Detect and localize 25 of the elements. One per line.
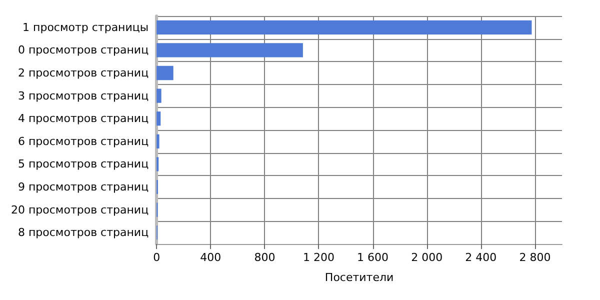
y-tick-label: 8 просмотров страниц xyxy=(18,226,149,240)
x-tick-label: 1 600 xyxy=(357,251,389,264)
x-tick-label: 800 xyxy=(254,251,276,264)
bar xyxy=(156,43,303,58)
bar xyxy=(156,134,160,148)
y-tick-label: 2 просмотров страниц xyxy=(18,66,149,80)
x-tick-label: 2 000 xyxy=(411,251,443,264)
bar xyxy=(156,88,162,103)
x-tick-label: 400 xyxy=(200,251,222,264)
x-tick-label: 1 200 xyxy=(303,251,334,264)
y-tick-label: 0 просмотров страниц xyxy=(18,44,149,57)
x-axis-title: Посетители xyxy=(324,271,394,284)
y-tick-label: 1 просмотр страницы xyxy=(22,20,149,34)
y-tick-label: 6 просмотров страниц xyxy=(18,134,149,148)
bar xyxy=(156,66,174,80)
y-tick-label: 3 просмотров страниц xyxy=(18,89,149,102)
bar xyxy=(156,20,532,34)
y-tick-label: 4 просмотров страниц xyxy=(18,112,149,126)
y-tick-label: 20 просмотров страниц xyxy=(10,203,149,216)
x-tick-label: 2 800 xyxy=(519,251,551,264)
y-tick-label: 5 просмотров страниц xyxy=(18,158,149,171)
x-tick-label: 0 xyxy=(153,251,160,264)
y-tick-label: 9 просмотров страниц xyxy=(18,180,149,194)
bar xyxy=(156,112,161,126)
x-tick-label: 2 400 xyxy=(465,251,497,264)
